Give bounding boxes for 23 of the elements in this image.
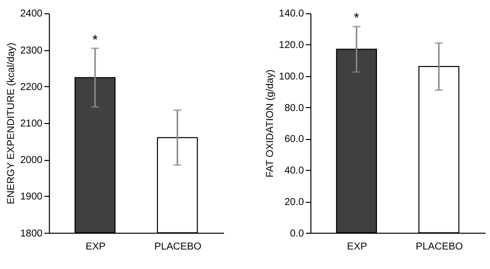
y-tick-label: 1900: [20, 192, 43, 203]
y-tick-label: 2200: [20, 82, 43, 93]
y-tick-label: 100.0: [278, 71, 304, 82]
y-tick-label: 2000: [20, 155, 43, 166]
y-tick-label: 60.0: [284, 134, 304, 146]
y-tick-label: 40.0: [284, 166, 304, 177]
y-tick-label: 20.0: [284, 196, 304, 208]
y-tick-label: 2100: [20, 118, 43, 130]
y-tick-label: 0.0: [290, 228, 304, 240]
y-tick-label: 140.0: [278, 8, 304, 20]
y-axis-title: FAT OXIDATION (g/day): [264, 70, 276, 178]
y-tick-label: 1800: [20, 228, 43, 240]
annotation: *: [354, 10, 360, 26]
x-tick-label: PLACEBO: [154, 241, 202, 252]
x-tick-label: PLACEBO: [416, 241, 464, 252]
y-tick-label: 2300: [20, 45, 43, 56]
y-axis-title: ENERGY EXPENDITURE (kcal/day): [6, 42, 18, 204]
x-tick-label: EXP: [86, 241, 106, 252]
y-tick-label: 120.0: [278, 40, 304, 52]
y-tick-label: 80.0: [284, 102, 304, 114]
x-tick-label: EXP: [347, 241, 368, 252]
annotation: *: [92, 31, 98, 48]
y-tick-label: 2400: [20, 8, 43, 20]
